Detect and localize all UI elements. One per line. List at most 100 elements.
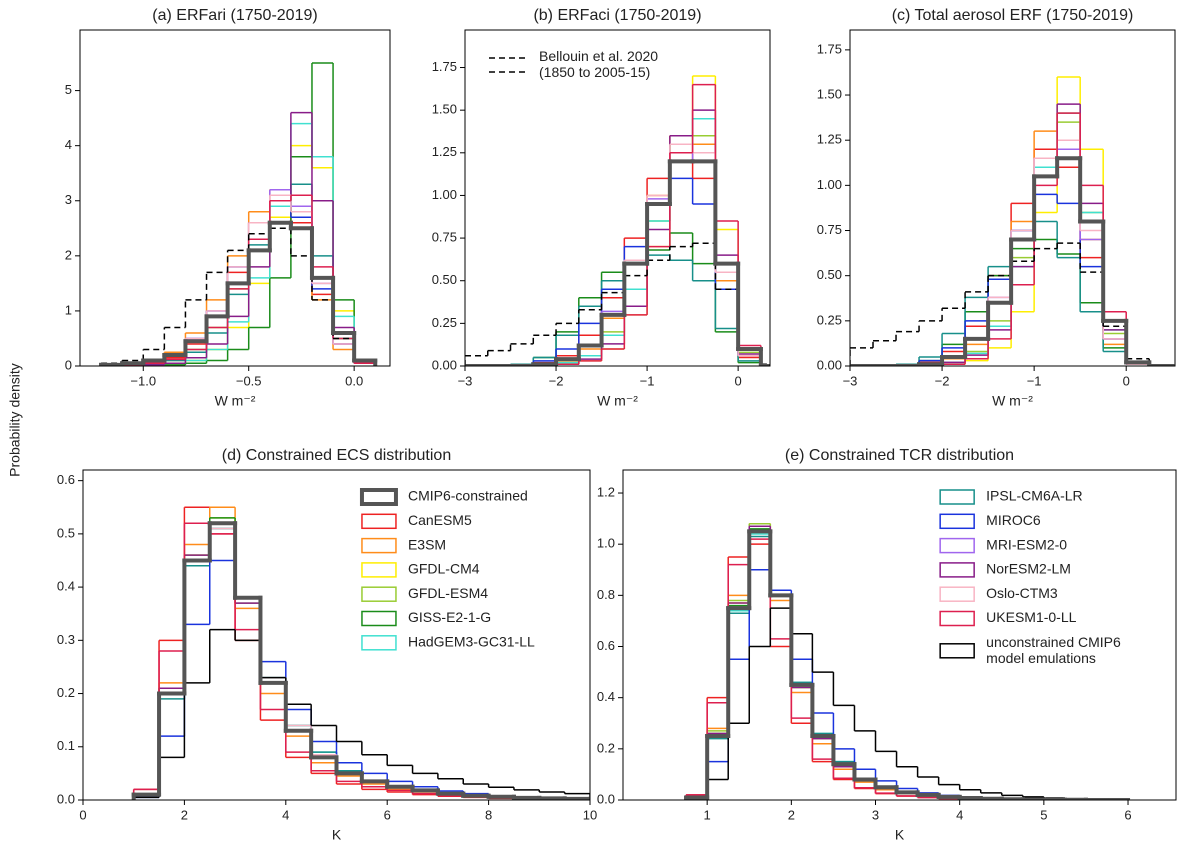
y-tick-label: 4: [65, 137, 72, 152]
x-axis-label: W m⁻²: [215, 393, 256, 409]
y-tick-label: 0: [65, 357, 72, 372]
y-tick-label: 1.50: [817, 86, 842, 101]
x-tick-label: 6: [1124, 807, 1131, 822]
x-tick-label: −2: [549, 373, 564, 388]
y-tick-label: 0.3: [57, 632, 75, 647]
panel-title: (d) Constrained ECS distribution: [222, 447, 451, 464]
plot-area: [850, 76, 1175, 366]
y-tick-label: 1.75: [432, 59, 457, 74]
y-tick-label: 0.00: [817, 357, 842, 372]
legend-swatch: [939, 643, 975, 659]
x-tick-label: 4: [956, 807, 963, 822]
legend-swatch: [939, 513, 975, 530]
histogram-riser: [685, 539, 1045, 800]
plot-area: [99, 62, 378, 366]
x-tick-label: −0.5: [236, 373, 262, 388]
y-tick-label: 0.25: [817, 312, 842, 327]
legend-label: Oslo-CTM3: [986, 585, 1058, 601]
legend-swatch: [361, 513, 397, 530]
legend: IPSL-CM6A-LR MIROC6 MRI-ESM2-0 NorESM2-LM Os…: [939, 488, 1121, 666]
axes-frame: [622, 469, 1177, 801]
x-tick-label: −1: [1027, 373, 1042, 388]
y-tick-label: 1.2: [597, 484, 615, 499]
histogram-series: [685, 569, 1129, 800]
y-tick-label: 5: [65, 82, 72, 97]
histogram-riser: [850, 156, 1175, 366]
y-tick-label: 0.50: [432, 272, 457, 287]
y-tick-label: 0.6: [597, 638, 615, 653]
x-tick-label: −1: [640, 373, 655, 388]
legend-label: CMIP6-constrained: [408, 488, 528, 504]
axes-frame: [849, 29, 1176, 367]
panel-title: (a) ERFari (1750-2019): [152, 7, 317, 24]
legend-label: NorESM2-LM: [986, 561, 1071, 577]
x-axis-label: K: [895, 827, 905, 843]
y-tick-label: 1.25: [432, 144, 457, 159]
histogram-riser: [685, 569, 1087, 800]
y-tick-label: 0.4: [597, 689, 615, 704]
legend-swatch: [361, 586, 397, 602]
y-tick-label: 3: [65, 192, 72, 207]
x-tick-label: 4: [282, 807, 289, 822]
histogram-riser: [131, 521, 590, 800]
legend-swatch: [361, 537, 397, 554]
legend-label: HadGEM3-GC31-LL: [408, 634, 535, 650]
panel-title: (c) Total aerosol ERF (1750-2019): [892, 7, 1134, 24]
legend: CMIP6-constrained CanESM5 E3SM GFDL-CM4 GFDL…: [359, 488, 535, 651]
legend-label: GISS-E2-1-G: [408, 609, 491, 625]
y-tick-label: 0.75: [432, 230, 457, 245]
x-tick-label: 2: [788, 807, 795, 822]
legend-swatch: [939, 489, 975, 505]
axes-frame: [82, 469, 591, 801]
legend-label: E3SM: [408, 536, 446, 552]
histogram-series: [99, 220, 378, 366]
legend-swatch: [939, 537, 975, 554]
y-tick-label: 1: [65, 302, 72, 317]
y-tick-label: 0.75: [817, 222, 842, 237]
histogram-riser: [685, 544, 1045, 800]
legend-label: IPSL-CM6A-LR: [986, 488, 1082, 504]
panel-title: (e) Constrained TCR distribution: [785, 447, 1014, 464]
histogram-series: [465, 159, 770, 366]
y-axis-label: Probability density: [7, 363, 23, 477]
legend-swatch: [939, 586, 975, 602]
histogram-riser: [555, 84, 762, 366]
y-tick-label: 0.5: [57, 525, 75, 540]
legend-label: Bellouin et al. 2020 (1850 to 2005-15): [539, 48, 658, 80]
x-tick-label: −3: [843, 373, 858, 388]
axes-frame: [464, 29, 771, 367]
legend-swatch: [939, 610, 975, 627]
legend-swatch: [939, 562, 975, 578]
x-axis-label: K: [332, 827, 342, 843]
x-tick-label: −3: [458, 373, 473, 388]
y-tick-label: 1.25: [817, 132, 842, 147]
plot-area: [131, 506, 590, 800]
x-tick-label: 0: [1123, 373, 1130, 388]
x-tick-label: 8: [485, 807, 492, 822]
legend-label: CanESM5: [408, 512, 472, 528]
x-tick-label: 1: [704, 807, 711, 822]
x-tick-label: 0: [79, 807, 86, 822]
x-tick-label: −1.0: [130, 373, 156, 388]
legend-label: MIROC6: [986, 512, 1041, 528]
x-axis-label: W m⁻²: [992, 393, 1033, 409]
y-tick-label: 0.00: [432, 357, 457, 372]
y-tick-label: 0.2: [597, 740, 615, 755]
y-tick-label: 1.50: [432, 102, 457, 117]
x-tick-label: 0.0: [345, 373, 363, 388]
x-tick-label: 10: [583, 807, 597, 822]
y-tick-label: 0.0: [57, 791, 75, 806]
y-tick-label: 2: [65, 247, 72, 262]
axes-frame: [79, 29, 391, 367]
x-tick-label: −2: [935, 373, 950, 388]
legend-label: MRI-ESM2-0: [986, 536, 1067, 552]
histogram-riser: [465, 159, 763, 366]
histogram-series: [850, 156, 1175, 366]
x-tick-label: 3: [872, 807, 879, 822]
x-tick-label: 5: [1040, 807, 1047, 822]
y-tick-label: 1.75: [817, 41, 842, 56]
y-tick-label: 0.8: [597, 587, 615, 602]
legend: Bellouin et al. 2020 (1850 to 2005-15): [489, 48, 658, 80]
legend-label: GFDL-CM4: [408, 561, 480, 577]
